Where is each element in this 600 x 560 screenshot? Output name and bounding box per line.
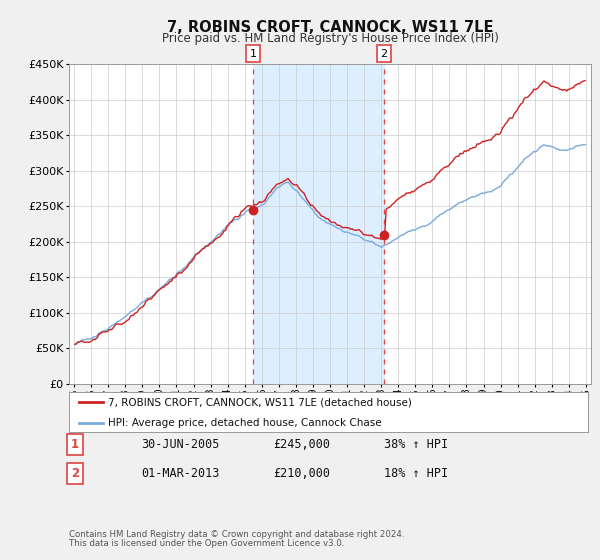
Text: 38% ↑ HPI: 38% ↑ HPI — [384, 438, 448, 451]
Text: 2: 2 — [380, 49, 388, 59]
Text: 18% ↑ HPI: 18% ↑ HPI — [384, 467, 448, 480]
Text: 01-MAR-2013: 01-MAR-2013 — [141, 467, 220, 480]
Text: This data is licensed under the Open Government Licence v3.0.: This data is licensed under the Open Gov… — [69, 539, 344, 548]
Text: £210,000: £210,000 — [273, 467, 330, 480]
Text: 7, ROBINS CROFT, CANNOCK, WS11 7LE: 7, ROBINS CROFT, CANNOCK, WS11 7LE — [167, 20, 493, 35]
Text: Price paid vs. HM Land Registry's House Price Index (HPI): Price paid vs. HM Land Registry's House … — [161, 32, 499, 45]
Text: 7, ROBINS CROFT, CANNOCK, WS11 7LE (detached house): 7, ROBINS CROFT, CANNOCK, WS11 7LE (deta… — [108, 397, 412, 407]
Text: 1: 1 — [250, 49, 257, 59]
Text: 30-JUN-2005: 30-JUN-2005 — [141, 438, 220, 451]
Text: 2: 2 — [71, 467, 79, 480]
Text: Contains HM Land Registry data © Crown copyright and database right 2024.: Contains HM Land Registry data © Crown c… — [69, 530, 404, 539]
Text: £245,000: £245,000 — [273, 438, 330, 451]
Text: 1: 1 — [71, 438, 79, 451]
Bar — [253, 64, 384, 384]
Text: HPI: Average price, detached house, Cannock Chase: HPI: Average price, detached house, Cann… — [108, 418, 382, 428]
